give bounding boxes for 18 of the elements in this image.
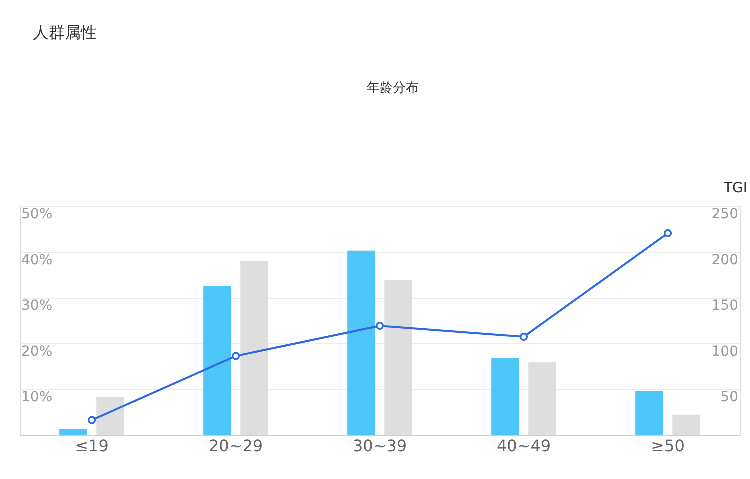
- y2-axis-title: TGI: [722, 180, 748, 196]
- x-tick-label: 40~49: [496, 436, 552, 456]
- y-tick-label: 50%: [22, 206, 53, 222]
- x-tick-label: 20~29: [208, 436, 264, 456]
- y2-tick-label: 250: [712, 206, 738, 222]
- y-tick-label: 30%: [22, 298, 53, 314]
- chart-subtitle: 年龄分布: [367, 81, 419, 96]
- x-tick-label: ≤19: [75, 436, 109, 456]
- x-tick-label: 30~39: [352, 436, 408, 456]
- y2-tick-label: 100: [712, 344, 738, 360]
- y2-tick-label: 150: [712, 298, 738, 314]
- y-tick-label: 40%: [22, 252, 53, 268]
- y2-tick-label: 50: [720, 390, 738, 406]
- chart-title: 人群属性: [33, 23, 97, 42]
- y-tick-label: 10%: [22, 390, 53, 406]
- y2-tick-label: 200: [712, 252, 738, 268]
- y-tick-label: 20%: [22, 344, 53, 360]
- x-tick-label: ≥50: [651, 436, 685, 456]
